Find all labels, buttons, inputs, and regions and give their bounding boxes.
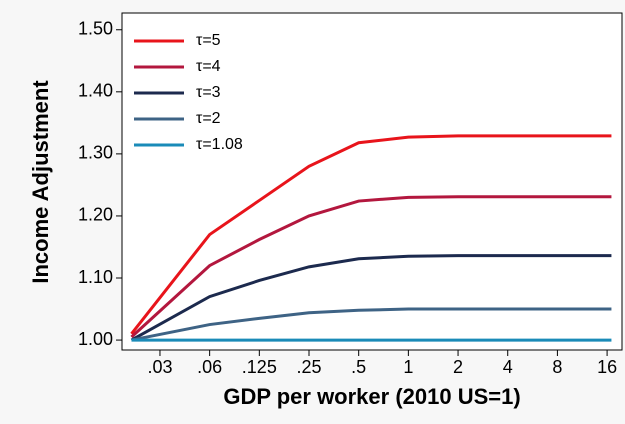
y-axis-label: Income Adjustment — [28, 80, 53, 284]
line — [130, 254, 612, 342]
y-tick-label: 1.40 — [78, 81, 113, 101]
x-axis-label: GDP per worker (2010 US=1) — [223, 384, 520, 409]
y-tick-label: 1.20 — [78, 205, 113, 225]
x-tick-label: 2 — [453, 357, 463, 377]
legend-label: τ=4 — [196, 58, 221, 75]
legend-label: τ=3 — [196, 84, 221, 101]
y-tick-label: 1.30 — [78, 143, 113, 163]
x-tick-label: 4 — [503, 357, 513, 377]
y-tick-label: 1.10 — [78, 267, 113, 287]
y-tick-label: 1.00 — [78, 329, 113, 349]
line — [130, 134, 612, 335]
legend-label: τ=5 — [196, 32, 221, 49]
x-tick-label: 16 — [597, 357, 617, 377]
x-tick-label: 8 — [552, 357, 562, 377]
x-tick-label: .25 — [296, 357, 321, 377]
legend-label: τ=1.08 — [196, 136, 243, 153]
line — [130, 195, 612, 339]
y-tick-label: 1.50 — [78, 19, 113, 39]
x-tick-label: .06 — [197, 357, 222, 377]
x-tick-label: .03 — [147, 357, 172, 377]
legend-label: τ=2 — [196, 110, 221, 127]
x-tick-label: .125 — [242, 357, 277, 377]
plot-area — [121, 12, 623, 351]
x-tick-label: 1 — [403, 357, 413, 377]
x-tick-label: .5 — [351, 357, 366, 377]
line — [131, 307, 612, 342]
